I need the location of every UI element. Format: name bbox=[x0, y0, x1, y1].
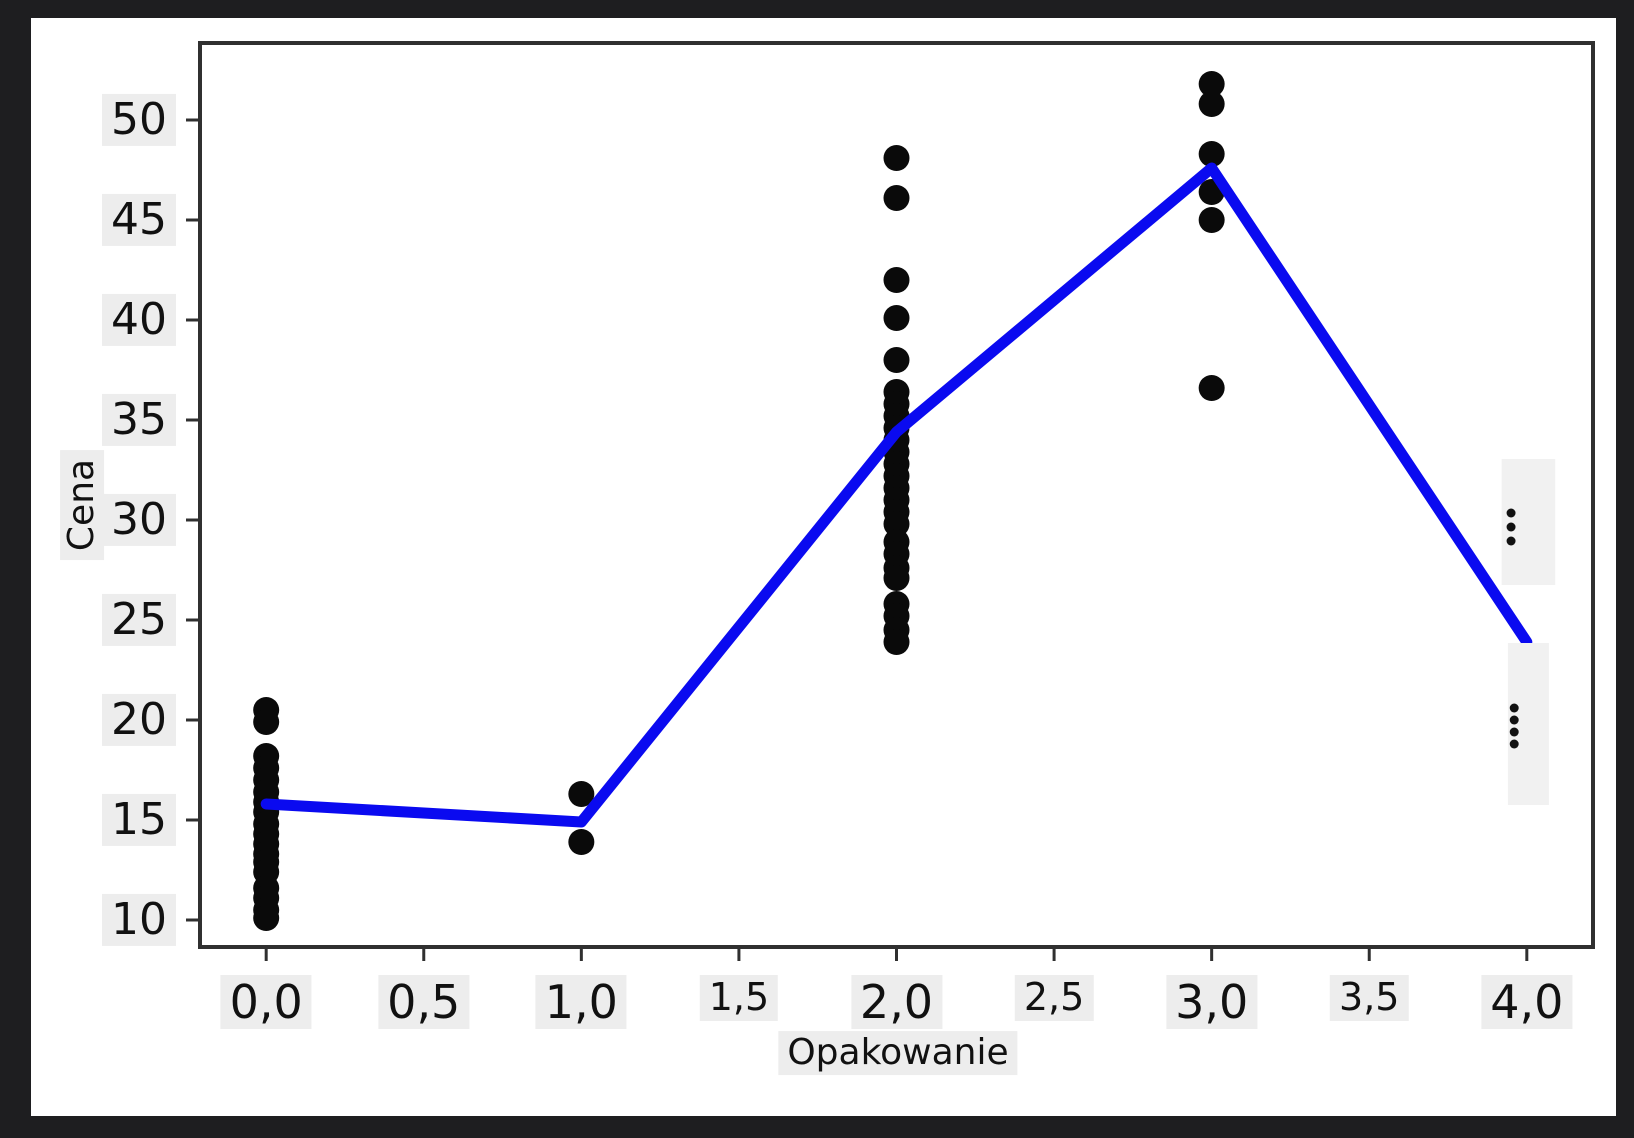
scatter-point bbox=[883, 511, 910, 537]
scatter-point bbox=[883, 267, 910, 293]
x-tick-label: 3,0 bbox=[1166, 975, 1258, 1030]
scatter-point bbox=[1198, 71, 1225, 97]
x-tick-label: 2,5 bbox=[1014, 975, 1094, 1021]
scatter-point bbox=[1198, 375, 1225, 401]
scatter-point bbox=[883, 629, 910, 655]
y-tick-label: 40 bbox=[102, 293, 176, 347]
y-tick-label: 20 bbox=[102, 693, 176, 747]
y-tick-label: 50 bbox=[102, 93, 176, 147]
y-axis-title: Cena bbox=[60, 449, 104, 561]
ellipsis-dot bbox=[1506, 536, 1516, 546]
scatter-point bbox=[568, 829, 595, 855]
x-tick-label: 2,0 bbox=[850, 975, 943, 1030]
y-tick-label: 10 bbox=[102, 893, 176, 947]
scatter-point bbox=[568, 781, 595, 807]
scatter-point bbox=[1198, 141, 1225, 167]
scatter-point bbox=[883, 347, 910, 373]
scatter-point bbox=[1198, 91, 1225, 117]
scatter-point bbox=[883, 565, 910, 591]
y-tick-label: 45 bbox=[102, 193, 176, 247]
y-tick-label: 35 bbox=[102, 393, 176, 447]
mean-line bbox=[260, 162, 1533, 828]
x-tick-label: 1,0 bbox=[535, 975, 627, 1030]
x-tick-label: 3,5 bbox=[1330, 975, 1409, 1021]
ellipsis-dot bbox=[1509, 703, 1519, 713]
y-tick-label: 30 bbox=[102, 493, 176, 547]
y-tick-label: 25 bbox=[102, 593, 176, 647]
scatter-point bbox=[253, 709, 280, 735]
x-tick-label: 4,0 bbox=[1481, 975, 1573, 1030]
x-tick-label: 0,5 bbox=[378, 975, 470, 1030]
ellipsis-dot bbox=[1506, 508, 1516, 518]
x-tick-label: 0,0 bbox=[220, 975, 312, 1030]
masked-region bbox=[1501, 459, 1556, 585]
ellipsis-dot bbox=[1509, 727, 1519, 737]
ellipsis-dot bbox=[1509, 715, 1519, 725]
scatter-point bbox=[883, 185, 910, 211]
ellipsis-dot bbox=[1506, 522, 1516, 532]
scatter-point bbox=[883, 305, 910, 331]
ellipsis-dot bbox=[1509, 739, 1519, 749]
scatter-point bbox=[253, 905, 280, 931]
x-axis-title: Opakowanie bbox=[778, 1031, 1018, 1075]
x-tick-label: 1,5 bbox=[699, 975, 779, 1021]
y-tick-label: 15 bbox=[102, 793, 176, 847]
scatter-point bbox=[1198, 207, 1225, 233]
scatter-point bbox=[883, 145, 910, 171]
